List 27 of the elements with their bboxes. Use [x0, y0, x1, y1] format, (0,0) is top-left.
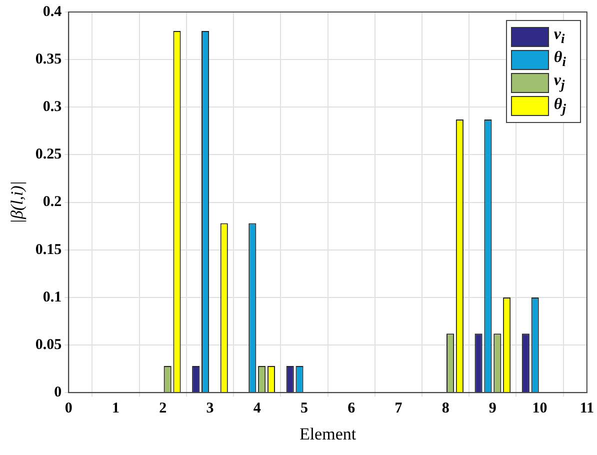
- y-tick-label: 0.3: [42, 99, 62, 116]
- y-tick-label: 0.25: [35, 146, 62, 163]
- x-tick-label: 2: [159, 400, 167, 416]
- x-tick-label: 10: [532, 400, 548, 416]
- legend-label: θ$_{i}$: [554, 49, 567, 70]
- x-tick-label: 3: [206, 400, 214, 416]
- y-tick-label: 0.05: [35, 336, 62, 353]
- y-tick-label: 0.4: [42, 4, 62, 20]
- x-axis-title: Element: [299, 424, 356, 444]
- y-tick-label: 0: [54, 384, 62, 400]
- legend-label: θ$_{j}$: [554, 96, 567, 117]
- y-tick-label: 0.2: [42, 194, 62, 210]
- x-tick-label: 7: [394, 400, 403, 416]
- legend-label: v$_{i}$: [554, 26, 566, 48]
- legend-label: v$_{j}$: [554, 72, 566, 94]
- x-tick-label: 1: [112, 400, 120, 416]
- x-tick-label: 6: [348, 400, 356, 416]
- x-tick-label: 4: [253, 400, 262, 416]
- x-tick-label: 0: [64, 400, 72, 416]
- x-tick-label: 11: [580, 400, 594, 416]
- y-tick-label: 0.15: [35, 242, 62, 258]
- x-tick-label: 9: [488, 400, 496, 416]
- y-tick-label: 0.1: [42, 289, 62, 306]
- y-tick-label: 0.35: [35, 51, 62, 68]
- y-axis-title: |β(l,i)|: [8, 180, 27, 224]
- x-tick-label: 5: [300, 400, 308, 416]
- x-tick-label: 8: [442, 400, 450, 416]
